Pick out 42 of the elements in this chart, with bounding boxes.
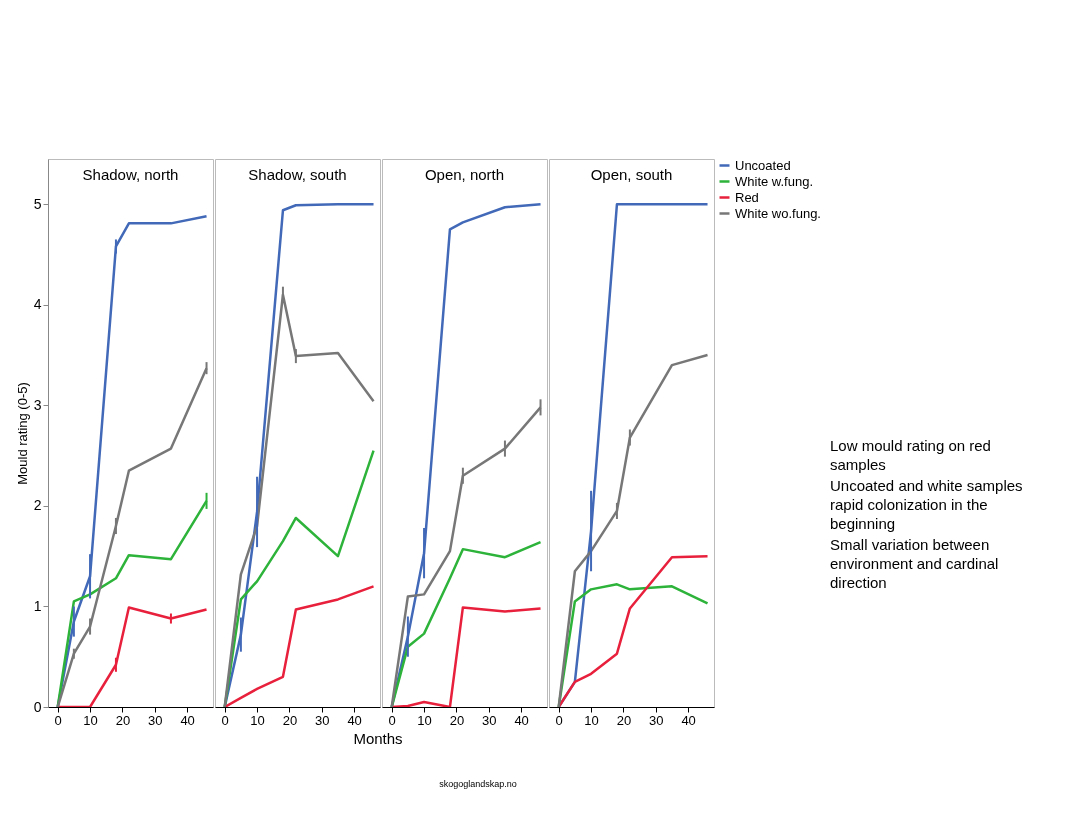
x-tick-label: 10: [250, 712, 265, 728]
y-tick-label: 5: [33, 195, 42, 212]
x-tick-label: 20: [449, 712, 465, 728]
x-tick-label: 40: [180, 712, 195, 728]
legend-label: Uncoated: [735, 157, 791, 173]
x-tick-label: 10: [417, 712, 432, 728]
y-axis-title: Mould rating (0-5): [14, 382, 30, 485]
x-tick-label: 40: [514, 712, 529, 728]
x-tick-label: 30: [649, 712, 664, 728]
y-tick-label: 2: [33, 497, 42, 514]
x-tick-label: 20: [616, 712, 632, 728]
text: Small variation between environment and cardinal direction: [830, 536, 999, 591]
text: Shadow, north: [82, 166, 179, 183]
x-tick-label: 10: [83, 712, 98, 728]
text: Open, south: [590, 166, 673, 183]
x-tick-label: 40: [347, 712, 362, 728]
x-tick-label: 0: [221, 712, 229, 728]
x-tick-label: 20: [282, 712, 298, 728]
legend-label: White w.fung.: [735, 173, 814, 189]
text: Open, north: [424, 166, 505, 183]
y-tick-label: 3: [33, 396, 42, 413]
x-tick-label: 20: [115, 712, 131, 728]
text: Shadow, south: [248, 166, 347, 183]
x-tick-label: 40: [681, 712, 696, 728]
x-tick-label: 10: [584, 712, 599, 728]
y-tick-label: 0: [33, 698, 42, 715]
line-series: [56, 366, 208, 707]
x-tick-label: 0: [54, 712, 62, 728]
x-tick-label: 30: [315, 712, 330, 728]
legend-label: White wo.fung.: [735, 205, 821, 221]
y-tick-label: 4: [33, 296, 42, 313]
line-series: [56, 606, 208, 707]
y-tick-label: 1: [33, 597, 42, 614]
text: Low mould rating on red samples: [830, 437, 991, 473]
x-tick-label: 30: [148, 712, 163, 728]
x-tick-label: 0: [555, 712, 563, 728]
text: skogoglandskap.no: [439, 779, 517, 789]
x-tick-label: 0: [388, 712, 396, 728]
x-tick-label: 30: [482, 712, 497, 728]
legend-label: Red: [735, 189, 759, 205]
text: Uncoated and white samples rapid colonization in the beginning: [830, 477, 1023, 532]
x-axis-title: Months: [353, 730, 403, 747]
